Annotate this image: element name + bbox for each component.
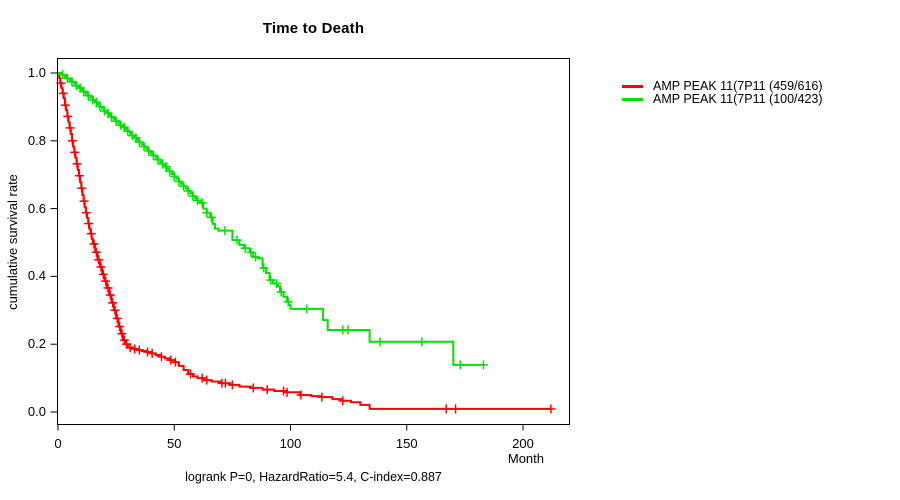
y-tick-label: 0.4: [27, 268, 46, 284]
y-tick-label: 0.6: [27, 200, 46, 216]
legend-label-green: AMP PEAK 11(7P11 (100/423): [653, 92, 823, 106]
y-tick-label: 0.0: [27, 404, 46, 419]
survival-curve-1: [58, 72, 484, 366]
legend-line-red-icon: [622, 85, 643, 88]
x-axis-title: Month: [507, 451, 544, 466]
y-tick-label: 1.0: [27, 65, 46, 80]
y-tick-label: 0.2: [27, 336, 46, 352]
plot-box: [57, 58, 570, 425]
stats-annotation: logrank P=0, HazardRatio=5.4, C-index=0.…: [185, 470, 442, 484]
legend-item-green: AMP PEAK 11(7P11 (100/423): [622, 93, 823, 106]
chart-title: Time to Death: [262, 20, 365, 37]
x-tick-label: 50: [167, 436, 182, 451]
survival-curve-0: [58, 72, 551, 410]
x-tick-label: 200: [512, 436, 534, 451]
legend: AMP PEAK 11(7P11 (459/616) AMP PEAK 11(7…: [622, 80, 823, 106]
y-tick-label: 0.8: [27, 132, 46, 148]
legend-label-red: AMP PEAK 11(7P11 (459/616): [653, 79, 823, 93]
legend-line-green-icon: [622, 98, 643, 101]
legend-item-red: AMP PEAK 11(7P11 (459/616): [622, 80, 823, 93]
x-tick-label: 100: [279, 436, 302, 451]
x-tick-label: 150: [395, 436, 418, 451]
y-axis-title: cumulative survival rate: [5, 174, 20, 310]
x-tick-label: 0: [54, 436, 62, 451]
